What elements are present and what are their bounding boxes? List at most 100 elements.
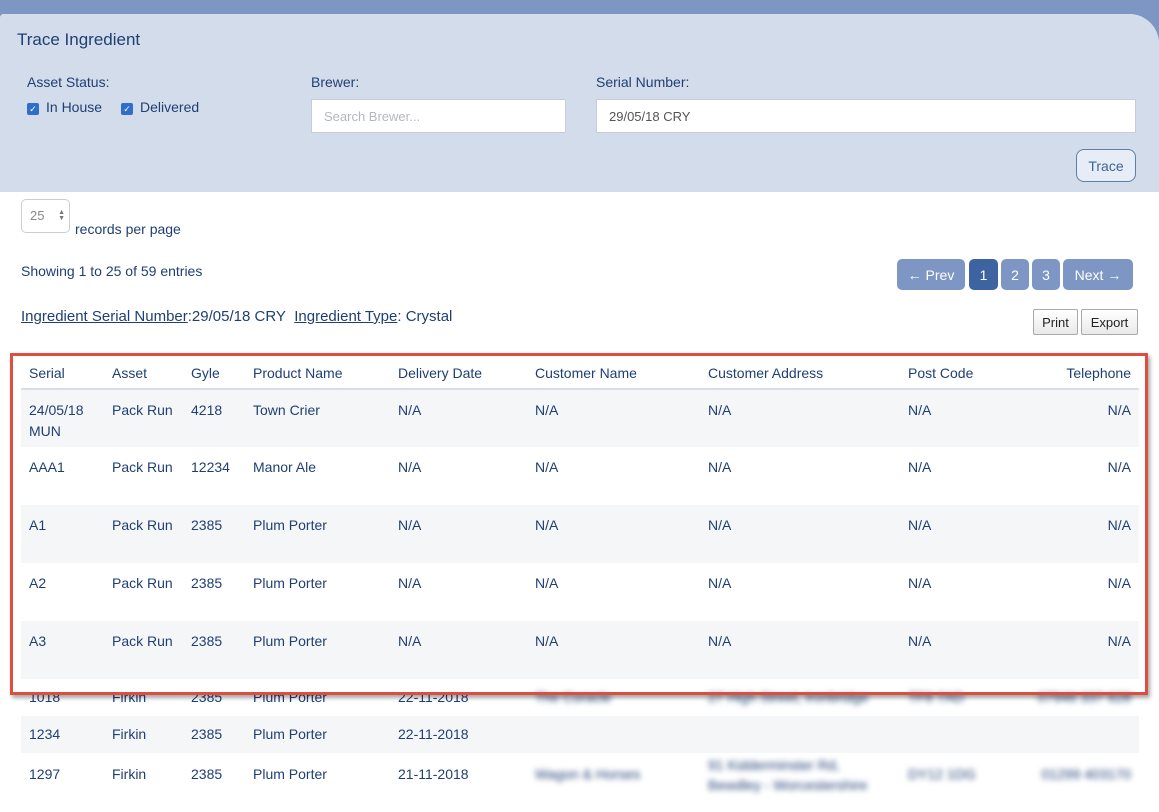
table-row[interactable]: 24/05/18 MUN Pack Run 4218 Town Crier N/… <box>21 389 1139 447</box>
cell-asset: Pack Run <box>112 517 173 533</box>
ingredient-serial-value: :29/05/18 CRY <box>187 308 286 325</box>
cell-post-code: N/A <box>908 459 932 475</box>
cell-customer-address: 91 Kidderminster Rd, Bewdley - Worcester… <box>708 757 868 793</box>
cell-product-name: Plum Porter <box>253 517 327 533</box>
cell-gyle: 12234 <box>191 459 230 475</box>
column-header-asset[interactable]: Asset <box>104 357 183 390</box>
cell-customer-name: N/A <box>535 575 559 591</box>
ingredient-serial-link[interactable]: Ingredient Serial Number <box>21 308 188 325</box>
table-row[interactable]: AAA1 Pack Run 12234 Manor Ale N/A N/A N/… <box>21 447 1139 505</box>
cell-serial: 1234 <box>29 726 61 742</box>
showing-entries-text: Showing 1 to 25 of 59 entries <box>21 263 203 279</box>
cell-gyle: 2385 <box>191 689 223 705</box>
trace-results-table: Serial Asset Gyle Product Name Delivery … <box>21 357 1139 795</box>
cell-gyle: 2385 <box>191 726 223 742</box>
cell-asset: Firkin <box>112 726 147 742</box>
cell-telephone: N/A <box>1107 575 1131 591</box>
in-house-label: In House <box>46 99 103 115</box>
table-row[interactable]: A2 Pack Run 2385 Plum Porter N/A N/A N/A… <box>21 563 1139 621</box>
delivered-label: Delivered <box>140 99 200 115</box>
cell-customer-address: N/A <box>708 633 732 649</box>
next-page-button[interactable]: Next → <box>1063 259 1133 290</box>
cell-post-code: TF8 7AD <box>908 689 965 705</box>
in-house-checkbox[interactable]: ✓ <box>27 103 39 115</box>
page-title: Trace Ingredient <box>17 30 141 49</box>
prev-page-button[interactable]: ← Prev <box>897 259 965 290</box>
cell-customer-address: N/A <box>708 459 732 475</box>
cell-customer-name: N/A <box>535 517 559 533</box>
records-per-page-value: 25 <box>30 208 45 223</box>
select-arrows-icon: ▲ ▼ <box>58 209 65 222</box>
column-header-product-name[interactable]: Product Name <box>245 357 390 390</box>
cell-serial: A3 <box>29 633 47 649</box>
cell-delivery-date: N/A <box>398 575 422 591</box>
cell-post-code: N/A <box>908 402 932 418</box>
cell-delivery-date: 22-11-2018 <box>398 726 469 742</box>
cell-telephone: 01299 403170 <box>1041 765 1131 782</box>
records-per-page-select[interactable]: 25 ▲ ▼ <box>21 199 70 233</box>
page-3-button[interactable]: 3 <box>1032 259 1060 290</box>
cell-serial: A1 <box>29 517 47 533</box>
table-row[interactable]: A3 Pack Run 2385 Plum Porter N/A N/A N/A… <box>21 621 1139 679</box>
cell-product-name: Plum Porter <box>253 575 327 591</box>
cell-serial: 1297 <box>29 765 61 782</box>
cell-asset: Pack Run <box>112 633 173 649</box>
trace-panel: Trace Ingredient Asset Status: ✓ In Hous… <box>0 14 1159 812</box>
table-row[interactable]: 1234 Firkin 2385 Plum Porter 22-11-2018 <box>21 716 1139 753</box>
cell-telephone: N/A <box>1107 459 1131 475</box>
page-2-button[interactable]: 2 <box>1001 259 1029 290</box>
cell-customer-address: N/A <box>708 402 732 418</box>
cell-customer-name: N/A <box>535 459 559 475</box>
records-per-page-label: records per page <box>75 221 181 237</box>
cell-post-code: N/A <box>908 575 932 591</box>
column-header-customer-name[interactable]: Customer Name <box>527 357 700 390</box>
table-row[interactable]: A1 Pack Run 2385 Plum Porter N/A N/A N/A… <box>21 505 1139 563</box>
print-button[interactable]: Print <box>1033 309 1078 335</box>
cell-customer-name: N/A <box>535 633 559 649</box>
column-header-customer-address[interactable]: Customer Address <box>700 357 900 390</box>
cell-product-name: Plum Porter <box>253 726 327 742</box>
table-row[interactable]: 1018 Firkin 2385 Plum Porter 22-11-2018 … <box>21 679 1139 716</box>
cell-post-code: N/A <box>908 633 932 649</box>
delivered-checkbox[interactable]: ✓ <box>121 103 133 115</box>
cell-delivery-date: N/A <box>398 402 422 418</box>
cell-gyle: 2385 <box>191 517 223 533</box>
table-header-row: Serial Asset Gyle Product Name Delivery … <box>21 357 1139 390</box>
column-header-telephone[interactable]: Telephone <box>1010 357 1139 390</box>
cell-gyle: 4218 <box>191 402 223 418</box>
column-header-post-code[interactable]: Post Code <box>900 357 1010 390</box>
export-button[interactable]: Export <box>1081 309 1138 335</box>
cell-post-code: N/A <box>908 517 932 533</box>
cell-product-name: Town Crier <box>253 402 320 418</box>
cell-telephone: N/A <box>1107 633 1131 649</box>
cell-gyle: 2385 <box>191 765 223 782</box>
brewer-search-input[interactable] <box>311 99 566 133</box>
cell-delivery-date: 22-11-2018 <box>398 689 469 705</box>
cell-customer-address: 27 High Street, Ironbridge <box>708 689 869 705</box>
column-header-serial[interactable]: Serial <box>21 357 104 390</box>
cell-post-code <box>900 716 1010 753</box>
trace-button[interactable]: Trace <box>1076 149 1136 182</box>
column-header-delivery-date[interactable]: Delivery Date <box>390 357 527 390</box>
cell-post-code: DY12 1DG <box>908 765 976 782</box>
column-header-gyle[interactable]: Gyle <box>183 357 245 390</box>
cell-gyle: 2385 <box>191 633 223 649</box>
cell-telephone <box>1010 716 1139 753</box>
serial-number-label: Serial Number: <box>596 74 690 90</box>
cell-delivery-date: 21-11-2018 <box>398 765 469 782</box>
cell-telephone: 07946 337 628 <box>1037 689 1131 705</box>
cell-asset: Firkin <box>112 689 147 705</box>
ingredient-type-link[interactable]: Ingredient Type <box>294 308 398 325</box>
cell-delivery-date: N/A <box>398 459 422 475</box>
cell-customer-address <box>700 716 900 753</box>
brewer-label: Brewer: <box>311 74 360 90</box>
table-row[interactable]: 1297 Firkin 2385 Plum Porter 21-11-2018 … <box>21 753 1139 795</box>
page-1-button[interactable]: 1 <box>969 259 998 290</box>
cell-product-name: Plum Porter <box>253 689 327 705</box>
cell-serial: AAA1 <box>29 459 65 475</box>
cell-gyle: 2385 <box>191 575 223 591</box>
cell-customer-name: N/A <box>535 402 559 418</box>
cell-serial: 24/05/18 MUN <box>29 402 84 439</box>
cell-asset: Pack Run <box>112 402 173 418</box>
serial-number-input[interactable] <box>596 99 1136 133</box>
